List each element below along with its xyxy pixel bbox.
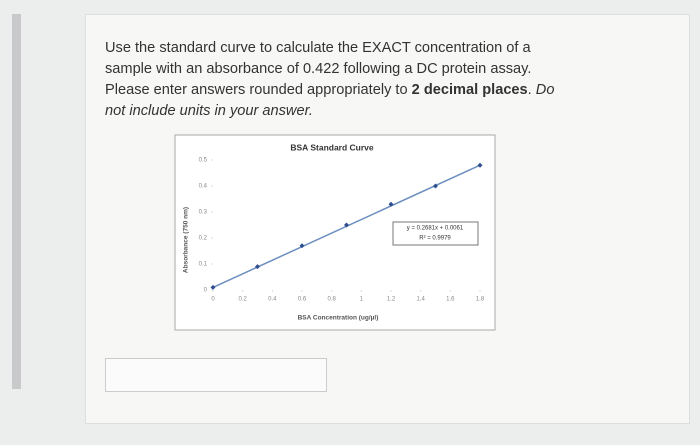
y-tick-label: 0.3: [199, 210, 208, 216]
chart-title: BSA Standard Curve: [290, 142, 374, 152]
x-tick-label: 1.2: [387, 297, 396, 303]
x-tick-label: 0: [211, 297, 215, 303]
x-tick-label: 1.4: [416, 297, 425, 303]
x-tick-label: 0.2: [238, 297, 247, 303]
question-bold: 2 decimal places: [411, 82, 528, 98]
y-tick-label: 0.2: [199, 236, 208, 242]
x-tick-label: 0.4: [268, 297, 277, 303]
point: [477, 162, 483, 168]
question-italic: Do not include units in your answer.: [105, 82, 555, 119]
y-axis-label: Absorbance (750 nm): [183, 207, 190, 273]
point: [388, 201, 394, 207]
x-tick-label: 1: [360, 297, 364, 303]
question-sep: .: [527, 82, 536, 98]
y-tick-label: 0: [204, 288, 208, 294]
x-tick-label: 0.6: [298, 297, 307, 303]
equation: y = 0.2681x + 0.0061: [407, 226, 464, 232]
question-body: Use the standard curve to calculate the …: [105, 40, 532, 98]
x-axis-label: BSA Concentration (ug/µl): [298, 315, 379, 322]
point: [299, 243, 305, 249]
answer-input[interactable]: [105, 358, 327, 392]
point: [255, 264, 260, 270]
x-tick-label: 1.8: [476, 297, 485, 303]
y-tick-label: 0.4: [199, 184, 208, 190]
point: [344, 222, 349, 228]
sidebar: [12, 14, 21, 389]
question-text: Use the standard curve to calculate the …: [105, 38, 565, 122]
equation-box: [392, 221, 479, 246]
r-squared: R² = 0.9979: [419, 236, 451, 242]
x-tick-label: 0.8: [327, 297, 336, 303]
point: [433, 183, 438, 189]
x-tick-label: 1.6: [446, 297, 455, 303]
y-tick-label: 0.5: [199, 158, 208, 164]
point: [210, 284, 216, 290]
y-tick-label: 0.1: [199, 262, 208, 268]
